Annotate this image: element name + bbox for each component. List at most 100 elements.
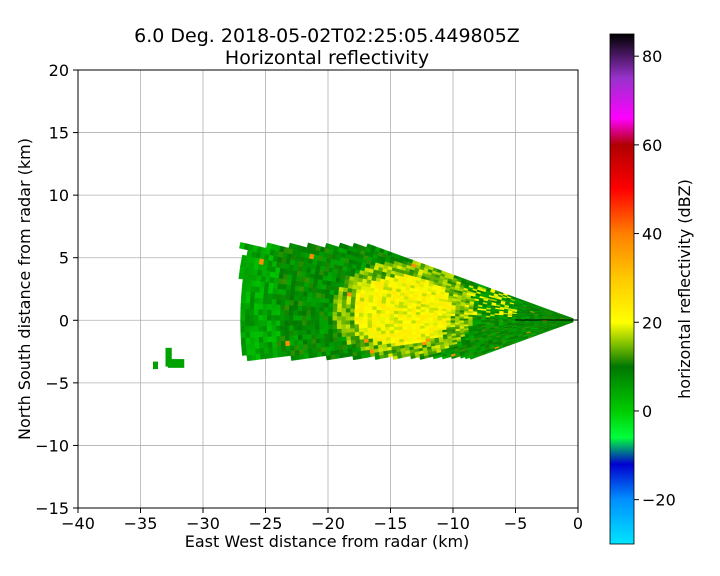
reflectivity-cell	[250, 353, 257, 361]
reflectivity-cell	[272, 287, 278, 295]
reflectivity-cell	[314, 310, 320, 317]
reflectivity-cell	[328, 341, 334, 347]
reflectivity-cell	[480, 320, 486, 323]
reflectivity-cell	[289, 349, 296, 356]
reflectivity-cell	[345, 328, 351, 333]
reflectivity-cell	[244, 302, 250, 310]
reflectivity-cell	[238, 272, 245, 280]
reflectivity-cell	[419, 325, 425, 329]
reflectivity-cell	[266, 314, 272, 321]
reflectivity-cell	[358, 316, 364, 321]
reflectivity-cell	[336, 324, 342, 329]
reflectivity-cell	[428, 314, 434, 319]
reflectivity-cell	[307, 282, 314, 288]
reflectivity-cell	[270, 309, 276, 316]
reflectivity-cell	[372, 334, 378, 339]
reflectivity-cell	[290, 354, 297, 361]
reflectivity-cell	[472, 321, 477, 325]
reflectivity-cell	[297, 305, 303, 311]
reflectivity-cell	[320, 346, 326, 353]
reflectivity-cell	[314, 324, 320, 330]
reflectivity-cell	[411, 322, 416, 327]
reflectivity-cell	[249, 337, 255, 344]
reflectivity-cell	[358, 308, 364, 314]
reflectivity-cell	[275, 340, 282, 347]
reflectivity-cell	[253, 303, 259, 310]
reflectivity-cell	[376, 298, 382, 304]
x-tick-label: −25	[249, 514, 283, 533]
reflectivity-cell	[298, 348, 305, 355]
y-tick-label: −5	[45, 374, 69, 393]
reflectivity-cell	[345, 299, 351, 305]
reflectivity-cell	[406, 308, 412, 312]
reflectivity-cell	[271, 298, 277, 305]
reflectivity-cell	[406, 331, 413, 336]
reflectivity-cell	[380, 313, 386, 318]
reflectivity-cell	[241, 290, 247, 298]
reflectivity-cell	[245, 296, 251, 304]
reflectivity-cell	[310, 324, 316, 330]
reflectivity-cell	[476, 323, 482, 326]
reflectivity-cell	[415, 328, 421, 332]
reflectivity-cell	[376, 333, 382, 339]
reflectivity-cell	[266, 309, 272, 316]
reflectivity-cell	[349, 323, 355, 329]
reflectivity-cell	[415, 314, 421, 318]
reflectivity-cell	[410, 320, 416, 324]
reflectivity-cell	[333, 345, 339, 351]
reflectivity-cell	[394, 300, 400, 305]
reflectivity-cell	[258, 342, 264, 349]
reflectivity-cell	[249, 342, 256, 350]
reflectivity-cell	[328, 293, 334, 300]
reflectivity-cell	[397, 307, 404, 312]
reflectivity-cell	[323, 324, 329, 330]
chart-title: 6.0 Deg. 2018-05-02T02:25:05.449805Z	[134, 25, 520, 47]
reflectivity-cell	[311, 347, 318, 354]
reflectivity-cell	[307, 348, 313, 354]
reflectivity-cell	[276, 283, 283, 290]
reflectivity-cell	[332, 307, 338, 313]
reflectivity-cell	[312, 282, 318, 289]
reflectivity-cell	[297, 339, 304, 346]
reflectivity-cell	[419, 314, 425, 318]
reflectivity-cell	[250, 285, 256, 293]
reflectivity-cell	[345, 311, 351, 317]
reflectivity-cell	[305, 324, 311, 331]
reflectivity-cell	[341, 340, 348, 346]
reflectivity-cell	[285, 350, 292, 357]
reflectivity-cell	[310, 310, 316, 316]
reflectivity-cell	[283, 320, 289, 326]
reflectivity-cell	[402, 326, 408, 330]
reflectivity-cell	[437, 317, 442, 321]
reflectivity-cell	[319, 337, 325, 344]
reflectivity-cell	[318, 320, 324, 326]
reflectivity-cell	[320, 283, 327, 290]
reflectivity-cell	[255, 280, 261, 288]
reflectivity-cell	[358, 312, 364, 317]
reflectivity-cell	[393, 320, 399, 324]
reflectivity-cell	[384, 329, 390, 335]
reflectivity-cell	[376, 340, 383, 346]
reflectivity-cell	[345, 324, 351, 329]
reflectivity-cell	[349, 312, 355, 317]
reflectivity-cell	[271, 293, 277, 300]
reflectivity-cell	[341, 299, 347, 305]
reflectivity-cell	[257, 308, 263, 316]
x-tick-label: 0	[573, 514, 583, 533]
reflectivity-cell	[367, 308, 373, 314]
reflectivity-cell	[420, 330, 426, 335]
reflectivity-cell	[367, 312, 373, 317]
reflectivity-cell	[389, 316, 394, 321]
reflectivity-cell	[397, 329, 404, 334]
reflectivity-cell	[354, 312, 360, 317]
reflectivity-cell	[255, 353, 261, 361]
reflectivity-cell	[257, 303, 264, 310]
reflectivity-cell	[341, 303, 347, 309]
isolated-echo-cell	[168, 359, 185, 368]
reflectivity-cell	[244, 325, 250, 333]
x-tick-label: −35	[124, 514, 158, 533]
reflectivity-cell	[467, 318, 473, 321]
x-tick-label: −5	[504, 514, 528, 533]
reflectivity-cell	[275, 330, 281, 337]
reflectivity-cell	[445, 322, 451, 326]
